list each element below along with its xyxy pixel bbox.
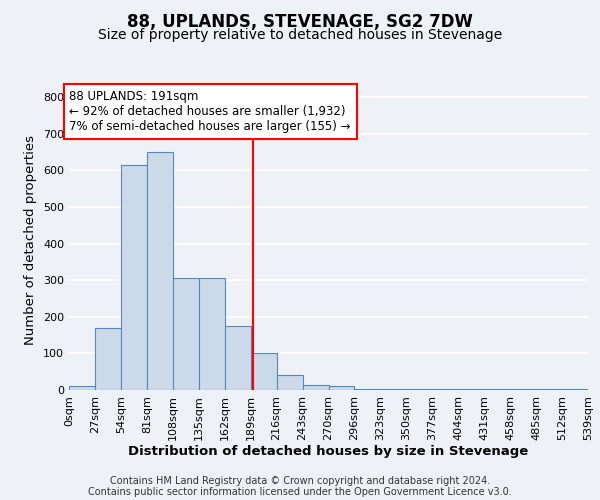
Bar — [95, 328, 121, 390]
Bar — [277, 374, 302, 390]
Bar — [329, 386, 355, 390]
Y-axis label: Number of detached properties: Number of detached properties — [25, 135, 37, 345]
Text: Contains public sector information licensed under the Open Government Licence v3: Contains public sector information licen… — [88, 487, 512, 497]
Bar — [225, 326, 251, 390]
Bar — [69, 386, 95, 390]
Text: 88, UPLANDS, STEVENAGE, SG2 7DW: 88, UPLANDS, STEVENAGE, SG2 7DW — [127, 12, 473, 30]
Bar — [173, 278, 199, 390]
X-axis label: Distribution of detached houses by size in Stevenage: Distribution of detached houses by size … — [128, 446, 529, 458]
Text: 88 UPLANDS: 191sqm
← 92% of detached houses are smaller (1,932)
7% of semi-detac: 88 UPLANDS: 191sqm ← 92% of detached hou… — [70, 90, 351, 133]
Bar — [121, 165, 147, 390]
Text: Contains HM Land Registry data © Crown copyright and database right 2024.: Contains HM Land Registry data © Crown c… — [110, 476, 490, 486]
Bar — [302, 384, 329, 390]
Bar — [251, 354, 277, 390]
Bar — [199, 278, 224, 390]
Bar — [147, 152, 173, 390]
Text: Size of property relative to detached houses in Stevenage: Size of property relative to detached ho… — [98, 28, 502, 42]
